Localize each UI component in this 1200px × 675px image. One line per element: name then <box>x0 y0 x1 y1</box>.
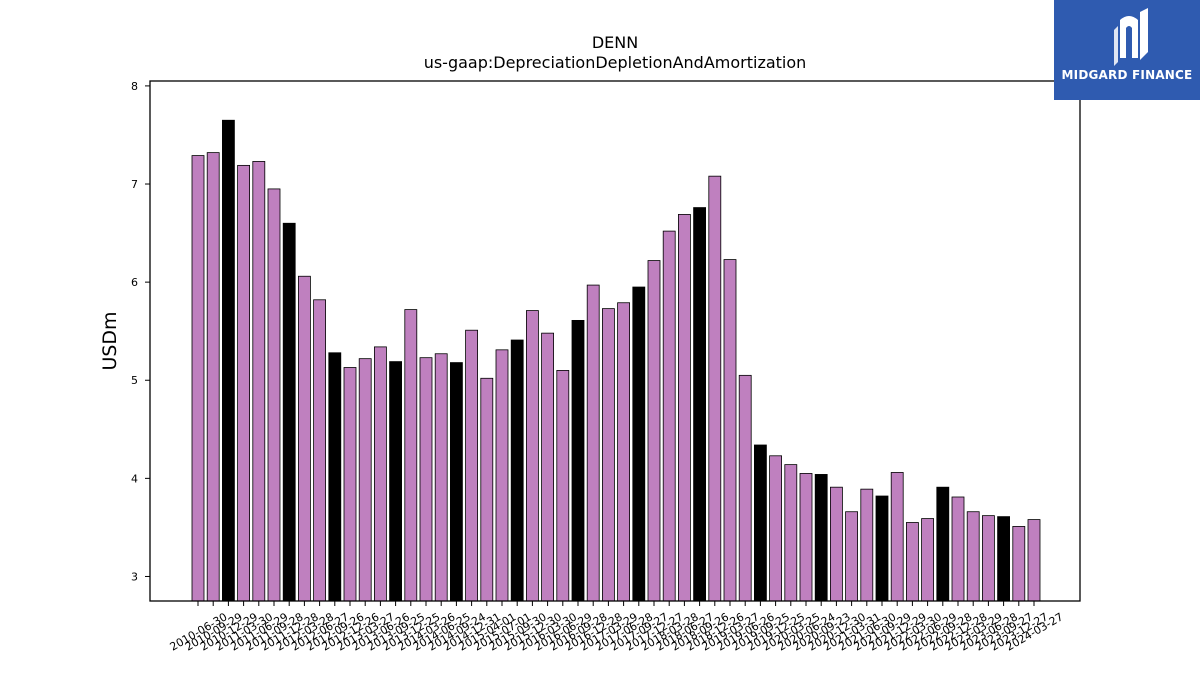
bar <box>313 299 327 602</box>
bar <box>845 511 858 602</box>
bar <box>434 353 448 602</box>
bar <box>389 361 403 602</box>
logo-icon <box>1114 8 1148 66</box>
bar <box>1012 526 1026 602</box>
bar <box>602 308 615 602</box>
bar <box>814 474 828 602</box>
y-tick-label: 6 <box>131 276 138 289</box>
y-tick-label: 3 <box>131 570 138 583</box>
y-tick-label: 4 <box>131 472 138 485</box>
bar <box>890 472 904 602</box>
y-tick-label: 7 <box>131 178 138 191</box>
bar <box>738 374 752 602</box>
bar <box>586 284 600 602</box>
bar <box>647 260 661 602</box>
bar <box>754 444 767 602</box>
bar <box>510 339 524 602</box>
bar <box>419 357 433 602</box>
bar <box>297 275 311 602</box>
bar <box>526 310 539 602</box>
bar <box>495 349 509 602</box>
bar <box>632 286 646 602</box>
bar <box>875 495 889 602</box>
bar <box>373 346 387 602</box>
bar <box>1027 519 1041 602</box>
bar <box>951 496 965 602</box>
bar <box>769 455 782 602</box>
bar <box>465 329 479 602</box>
bar <box>282 222 296 602</box>
bar <box>997 516 1010 602</box>
bar <box>541 332 554 602</box>
bar <box>906 522 919 602</box>
bar <box>693 207 706 602</box>
bar <box>221 119 235 602</box>
bar <box>237 164 251 602</box>
bar <box>252 161 266 602</box>
bar <box>678 214 691 602</box>
bar <box>799 473 813 602</box>
plot-frame <box>149 80 1081 602</box>
bar <box>206 152 220 602</box>
bar <box>966 511 980 602</box>
midgard-finance-logo: MIDGARD FINANCE <box>1054 0 1200 100</box>
bar <box>191 155 205 602</box>
bar <box>830 486 843 602</box>
bar <box>723 259 737 602</box>
bar <box>267 188 281 602</box>
y-tick-label: 8 <box>131 80 138 93</box>
y-axis: 3 4 5 6 7 8 <box>131 80 150 583</box>
bar <box>784 464 798 602</box>
bar <box>860 488 874 602</box>
bar <box>556 370 570 602</box>
chart-subtitle: us-gaap:DepreciationDepletionAndAmortiza… <box>424 53 807 72</box>
x-axis: 2010-06-302010-09-292010-12-292011-03-30… <box>168 601 1066 654</box>
bar <box>404 309 418 602</box>
y-axis-label: USDm <box>99 311 121 370</box>
bar <box>708 175 722 602</box>
bar <box>617 302 630 602</box>
logo-text: MIDGARD FINANCE <box>1061 68 1193 82</box>
y-tick-label: 5 <box>131 374 138 387</box>
bar <box>571 319 585 602</box>
bar <box>328 352 342 602</box>
bar <box>343 367 357 602</box>
bar <box>921 518 934 602</box>
bar <box>662 230 676 602</box>
chart-title: DENN <box>592 33 638 52</box>
bar <box>936 486 950 602</box>
bar <box>449 362 463 602</box>
bar <box>480 377 494 602</box>
bar <box>358 358 372 602</box>
bar <box>982 515 995 602</box>
bars-group <box>191 119 1041 602</box>
